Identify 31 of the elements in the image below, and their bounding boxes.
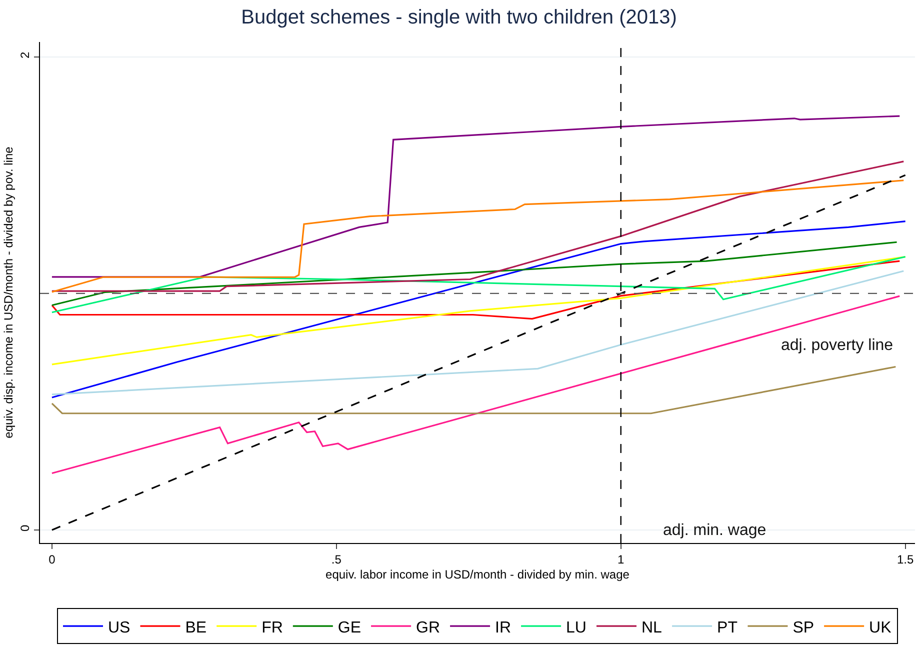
line-series (51, 241, 898, 306)
legend-label: LU (566, 619, 586, 636)
legend-label: GE (338, 619, 362, 636)
legend-label: NL (641, 619, 662, 636)
legend-label: PT (717, 619, 738, 636)
line-series (51, 180, 904, 293)
y-axis-title: equiv. disp. income in USD/month - divided by pov. line (2, 146, 16, 438)
x-tick-label: 0 (48, 552, 56, 566)
legend-label: UK (869, 619, 892, 636)
x-tick-label: 1.5 (896, 552, 914, 566)
chart-title: Budget schemes - single with two children (2013) (241, 6, 677, 29)
line-series (51, 256, 906, 366)
legend-label: GR (416, 619, 440, 636)
line-series (51, 220, 906, 398)
legend-label: IR (495, 619, 512, 636)
legend-label: SP (792, 619, 814, 636)
legend-label: FR (262, 619, 283, 636)
line-series (51, 295, 900, 474)
line-series (51, 115, 900, 278)
legend-label: US (108, 619, 130, 636)
legend-label: BE (185, 619, 207, 636)
line-series (51, 256, 906, 314)
x-axis-title: equiv. labor income in USD/month - divided by min. wage (326, 567, 630, 582)
line-series (51, 270, 904, 396)
x-tick-label: .5 (331, 552, 342, 566)
y-tick-label: 2 (18, 51, 32, 58)
line-series (51, 260, 900, 320)
ref-line-label: adj. poverty line (781, 337, 894, 354)
x-tick-label: 1 (618, 552, 625, 566)
ref-line-label: adj. min. wage (663, 522, 766, 539)
line-series (51, 160, 904, 292)
